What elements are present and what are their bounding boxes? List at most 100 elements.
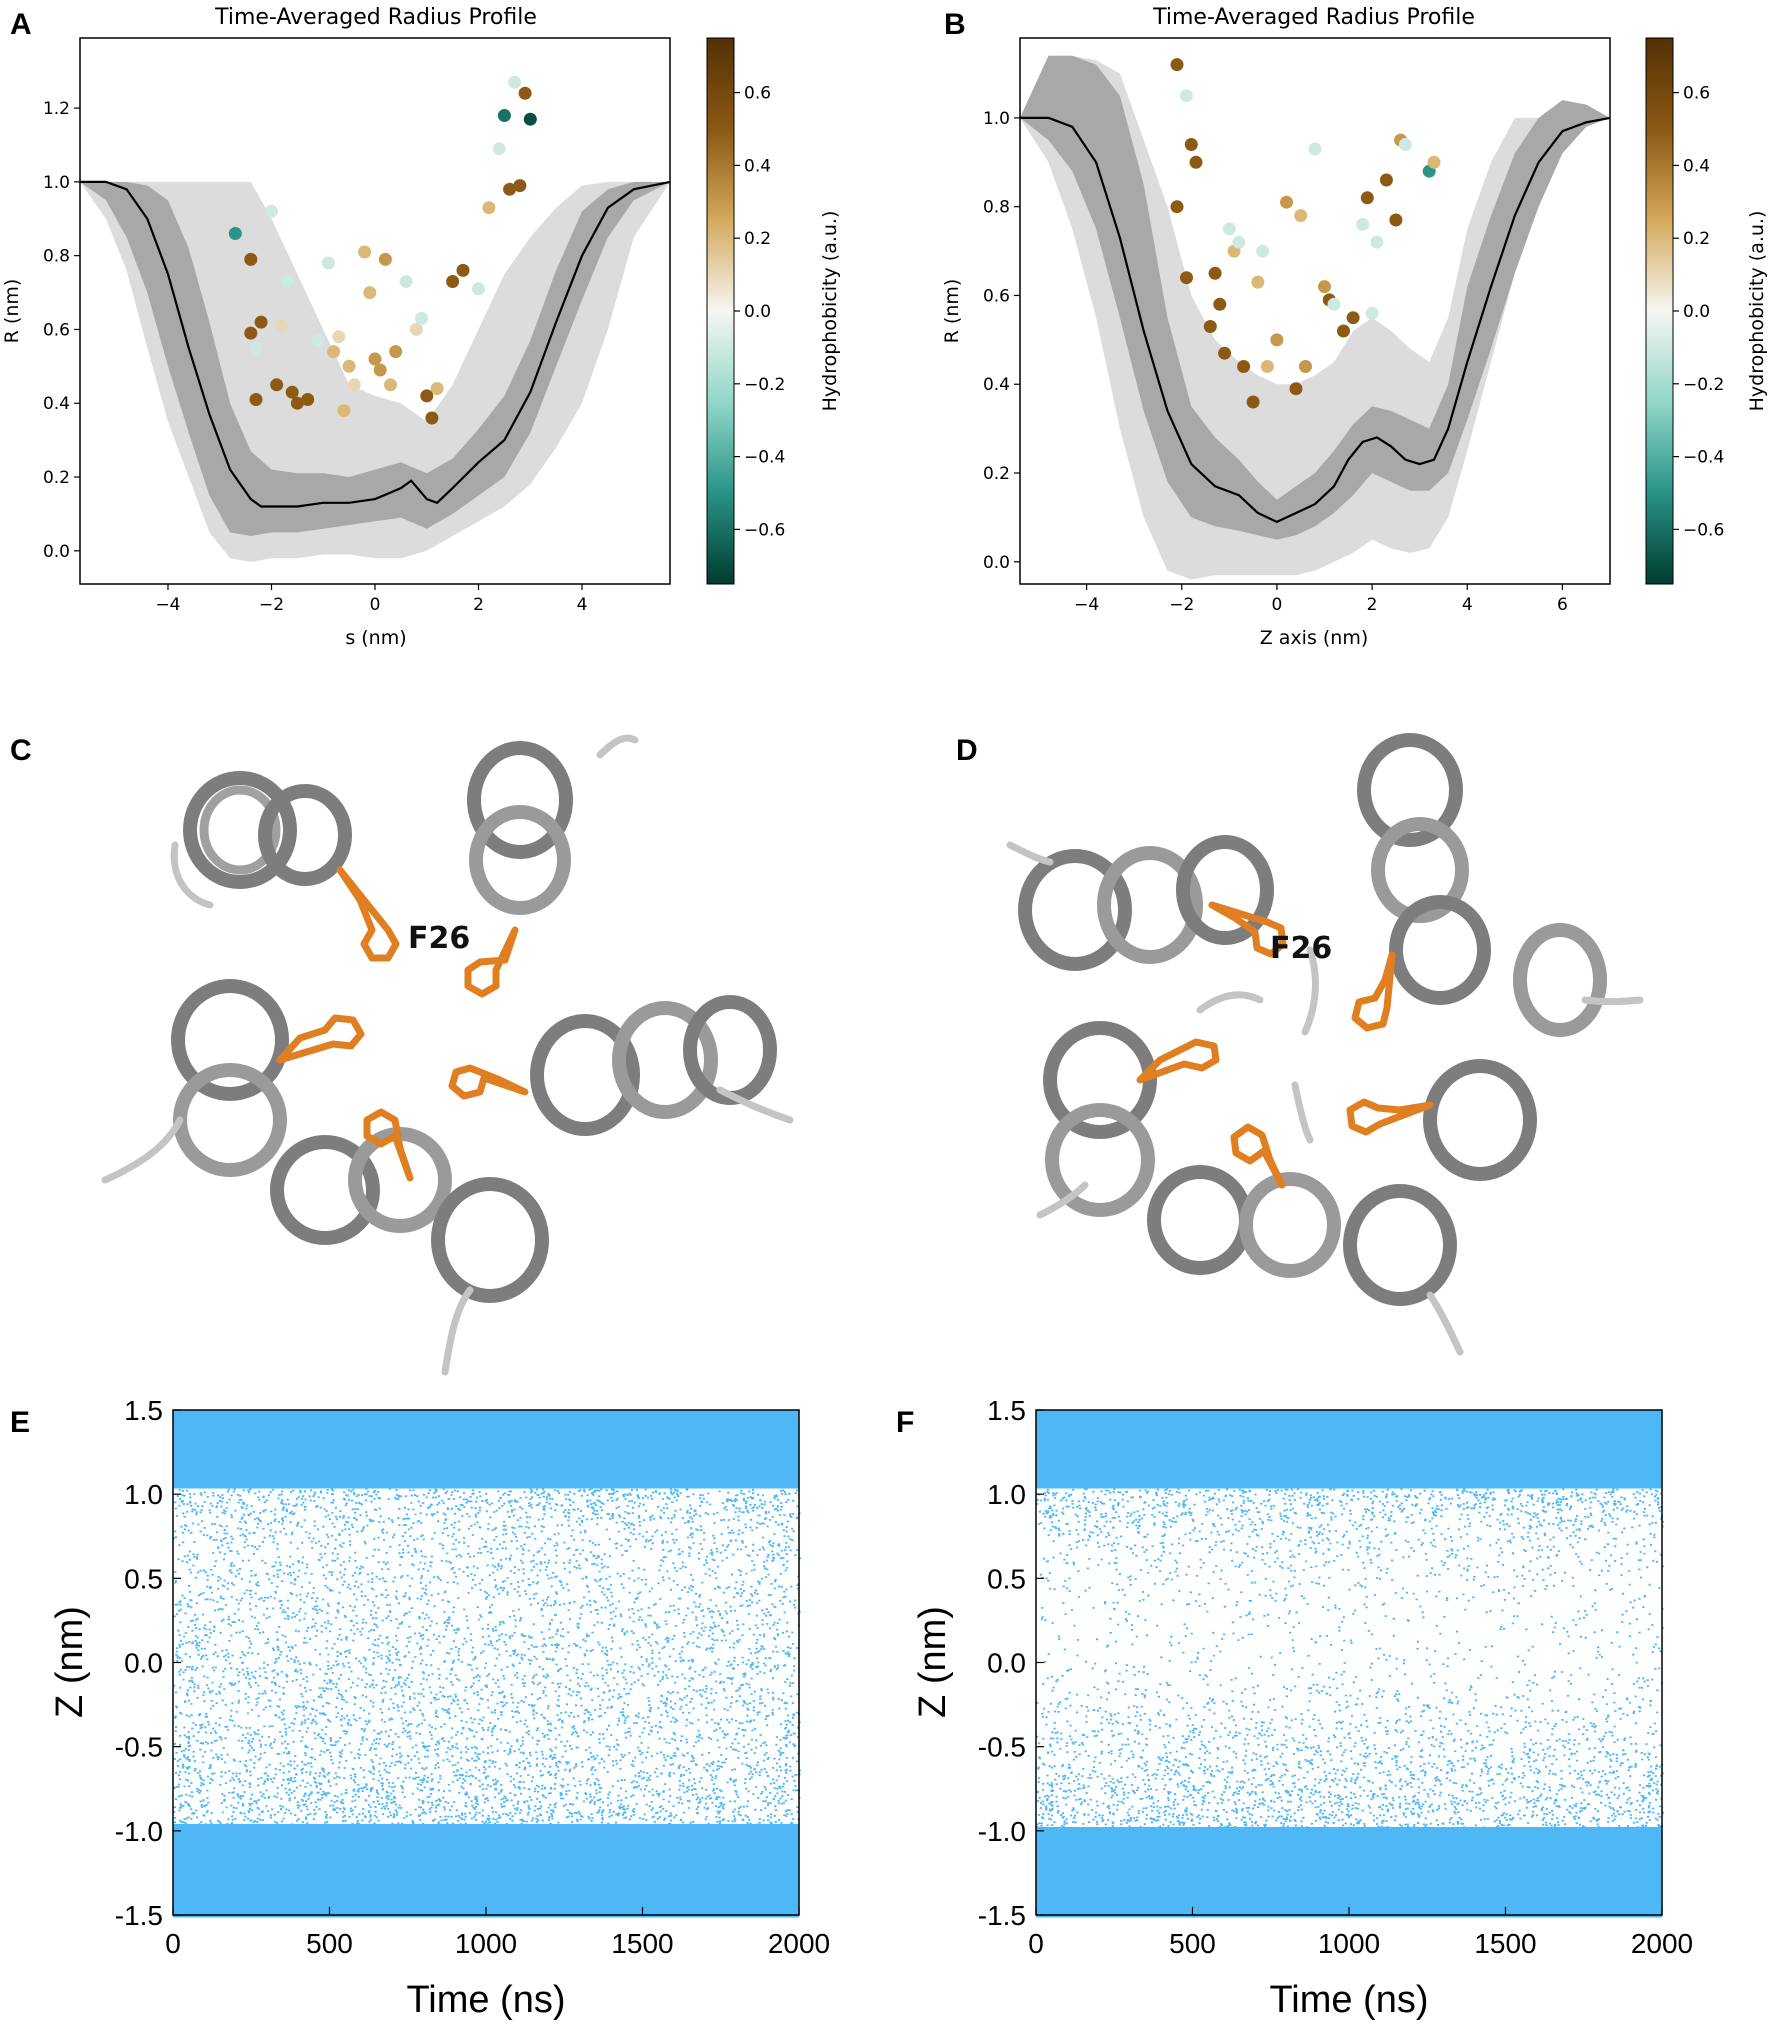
density-row <box>173 1446 799 1450</box>
density-row <box>1036 1485 1662 1489</box>
colorbar-tick-label: 0.0 <box>1683 302 1710 322</box>
residue-point <box>342 359 356 373</box>
density-row <box>1036 1425 1662 1429</box>
density-row <box>1036 1422 1662 1426</box>
y-tick-label: 0.8 <box>43 247 70 267</box>
y-tick-label: 1.0 <box>983 109 1010 129</box>
scatter-points <box>1038 1509 1661 1514</box>
sd-band <box>80 181 670 536</box>
scatter-points <box>180 1524 788 1529</box>
scatter-points <box>182 1761 788 1766</box>
y-tick-label: 0.2 <box>43 468 70 488</box>
residue-point <box>1280 195 1293 209</box>
residue-point <box>358 245 372 259</box>
scatter-points <box>192 1551 788 1556</box>
y-tick-label: 1.0 <box>43 173 70 193</box>
residue-point <box>301 393 315 406</box>
density-row <box>173 1860 799 1864</box>
helix <box>469 805 571 915</box>
y-tick-label: -1.0 <box>978 1816 1026 1847</box>
scatter-points <box>1046 1773 1663 1778</box>
density-row <box>173 1416 799 1420</box>
residue <box>1346 1098 1434 1136</box>
scatter-points <box>207 1719 801 1724</box>
chart-title: Time-Averaged Radius Profile <box>1152 5 1475 30</box>
density-row <box>1036 1449 1662 1453</box>
colorbar-tick-label: −0.6 <box>1683 520 1724 540</box>
plot-area <box>1020 55 1611 580</box>
scatter-points <box>1037 1767 1658 1772</box>
helix <box>1018 849 1132 971</box>
residue-point <box>332 330 346 344</box>
scatter-points <box>173 1806 799 1811</box>
density-row <box>1036 1893 1662 1897</box>
y-tick-label: 1.5 <box>124 1395 163 1426</box>
density-row <box>1036 1902 1662 1906</box>
density-row <box>1036 1410 1662 1414</box>
phenylalanine-sidechains <box>1136 901 1434 1189</box>
density-row <box>1036 1845 1662 1849</box>
residue-point <box>1337 324 1350 338</box>
x-tick-label: 1000 <box>1318 1928 1380 1959</box>
scatter-points <box>173 1758 799 1763</box>
scatter-points <box>217 1545 790 1550</box>
scatter-points <box>1038 1794 1645 1799</box>
scatter-points <box>179 1803 777 1808</box>
helix <box>1343 1184 1457 1306</box>
scatter-points <box>1052 1524 1664 1529</box>
scatter-points <box>1056 1704 1652 1709</box>
helix <box>258 784 352 886</box>
y-tick-label: 1.2 <box>43 99 70 119</box>
scatter-points <box>1046 1797 1663 1802</box>
residue-point <box>1189 155 1203 169</box>
residue-point <box>1360 191 1374 205</box>
residue-point <box>492 142 506 156</box>
scatter-points <box>174 1578 777 1583</box>
chart-panel-e: 0 500 1000 1500 2000 1.5 1.0 0.5 0.0 -0.5 -1.0 -1.… <box>49 1395 830 2021</box>
residue-point <box>1222 222 1236 236</box>
scatter-points <box>1041 1713 1629 1718</box>
scatter-points <box>183 1755 795 1760</box>
scatter-points <box>174 1569 787 1574</box>
scatter-points <box>1037 1776 1653 1781</box>
scatter-points <box>1037 1812 1664 1817</box>
y-tick-label: 0.0 <box>983 553 1010 573</box>
residue-point <box>503 182 517 196</box>
residue <box>1136 1038 1220 1084</box>
density-row <box>173 1458 799 1462</box>
colorbar-ticks: 0.6 0.4 0.2 0.0 −0.2 −0.4 −0.6 <box>734 84 785 540</box>
density-row <box>1036 1851 1662 1855</box>
y-axis-label: Z (nm) <box>912 1606 954 1718</box>
density-row <box>173 1878 799 1882</box>
scatter-points <box>187 1626 779 1631</box>
density-row <box>173 1851 799 1855</box>
scatter-points <box>1058 1638 1419 1643</box>
density-row <box>1036 1431 1662 1435</box>
density-row <box>1036 1875 1662 1879</box>
density-row <box>173 1455 799 1459</box>
x-tick-label: 1500 <box>1474 1928 1536 1959</box>
density-row <box>1036 1827 1662 1831</box>
density-row <box>173 1857 799 1861</box>
scatter-points <box>188 1590 786 1595</box>
x-tick-label: 0 <box>1028 1928 1044 1959</box>
colorbar-tick-label: −0.4 <box>1683 448 1724 468</box>
plot-area <box>80 75 671 562</box>
density-row <box>1036 1857 1662 1861</box>
density-row <box>173 1473 799 1477</box>
scatter-points <box>176 1494 778 1499</box>
residue <box>448 1064 529 1100</box>
scatter-points <box>1071 1500 1660 1505</box>
residue-point <box>1232 235 1246 249</box>
density-row <box>173 1872 799 1876</box>
density-row <box>173 1905 799 1909</box>
density-row <box>173 1845 799 1849</box>
scatter-points <box>1070 1608 1628 1613</box>
panel-label-d: D <box>956 734 978 767</box>
density-row <box>1036 1479 1662 1483</box>
density-row <box>1036 1872 1662 1876</box>
density-row <box>173 1410 799 1414</box>
scatter-points <box>1036 1788 1660 1793</box>
y-tick-label: 0.0 <box>43 542 70 562</box>
